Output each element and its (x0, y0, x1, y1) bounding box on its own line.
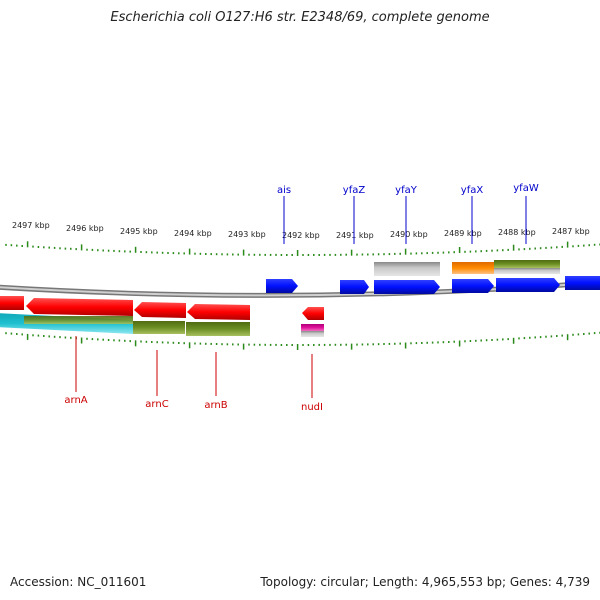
scale-label: 2491 kbp (336, 231, 374, 240)
accession-text: Accession: NC_011601 (10, 575, 147, 589)
gene-nudI[interactable] (302, 307, 324, 320)
scale-label: 2495 kbp (120, 227, 158, 236)
gene-label-yfaY[interactable]: yfaY (395, 185, 418, 196)
gene-label-nudI[interactable]: nudI (301, 402, 323, 413)
scale-label: 2497 kbp (12, 221, 50, 230)
scale-label: 2496 kbp (66, 224, 104, 233)
bottom-gene-labels: arnA arnC arnB nudI (64, 395, 323, 413)
gene-arnB[interactable] (187, 304, 250, 320)
gene-label-arnB[interactable]: arnB (204, 400, 227, 411)
feature-magenta-nudI[interactable] (301, 324, 324, 331)
scale-label: 2487 kbp (552, 227, 590, 236)
gene-arnA[interactable] (26, 298, 133, 316)
scale-label: 2489 kbp (444, 229, 482, 238)
top-gene-labels: ais yfaZ yfaY yfaX yfaW (277, 183, 539, 196)
gene-label-yfaZ[interactable]: yfaZ (343, 185, 366, 196)
gene-label-yfaX[interactable]: yfaX (461, 185, 484, 196)
gene-next-forward[interactable] (565, 276, 600, 290)
scale-label: 2493 kbp (228, 230, 266, 239)
scale-label: 2488 kbp (498, 228, 536, 237)
gene-ais[interactable] (266, 279, 298, 293)
gene-label-arnC[interactable]: arnC (145, 399, 168, 410)
gene-yfaZ[interactable] (340, 280, 369, 294)
gene-yfaX[interactable] (452, 279, 494, 293)
gene-label-arnA[interactable]: arnA (64, 395, 87, 406)
scale-label: 2494 kbp (174, 229, 212, 238)
gene-partial-left[interactable] (0, 296, 24, 310)
gene-label-yfaW[interactable]: yfaW (513, 183, 539, 194)
scale-label: 2492 kbp (282, 231, 320, 240)
feature-olive-arnC[interactable] (133, 321, 185, 334)
scale-labels: 2497 kbp 2496 kbp 2495 kbp 2494 kbp 2493… (12, 221, 590, 240)
genome-title: Escherichia coli O127:H6 str. E2348/69, … (110, 10, 490, 25)
gene-yfaY[interactable] (374, 280, 440, 294)
topology-text: Topology: circular; Length: 4,965,553 bp… (260, 575, 590, 589)
feature-grey-yfaW[interactable] (494, 268, 560, 274)
top-scale-ticks (5, 241, 600, 256)
feature-olive-arnB[interactable] (186, 322, 250, 336)
feature-orange-yfaX[interactable] (452, 262, 494, 274)
bottom-scale-ticks (5, 331, 600, 350)
feature-grey-yfaY[interactable] (374, 262, 440, 276)
gene-yfaW[interactable] (496, 278, 560, 292)
scale-label: 2490 kbp (390, 230, 428, 239)
bottom-leader-lines (75, 336, 313, 398)
feature-olive-arnA[interactable] (24, 316, 133, 324)
gene-label-ais[interactable]: ais (277, 185, 291, 196)
gene-arnC[interactable] (134, 302, 186, 318)
feature-olive-yfaW[interactable] (494, 260, 560, 268)
top-leader-lines (283, 196, 527, 244)
feature-grey-nudI[interactable] (301, 331, 324, 337)
